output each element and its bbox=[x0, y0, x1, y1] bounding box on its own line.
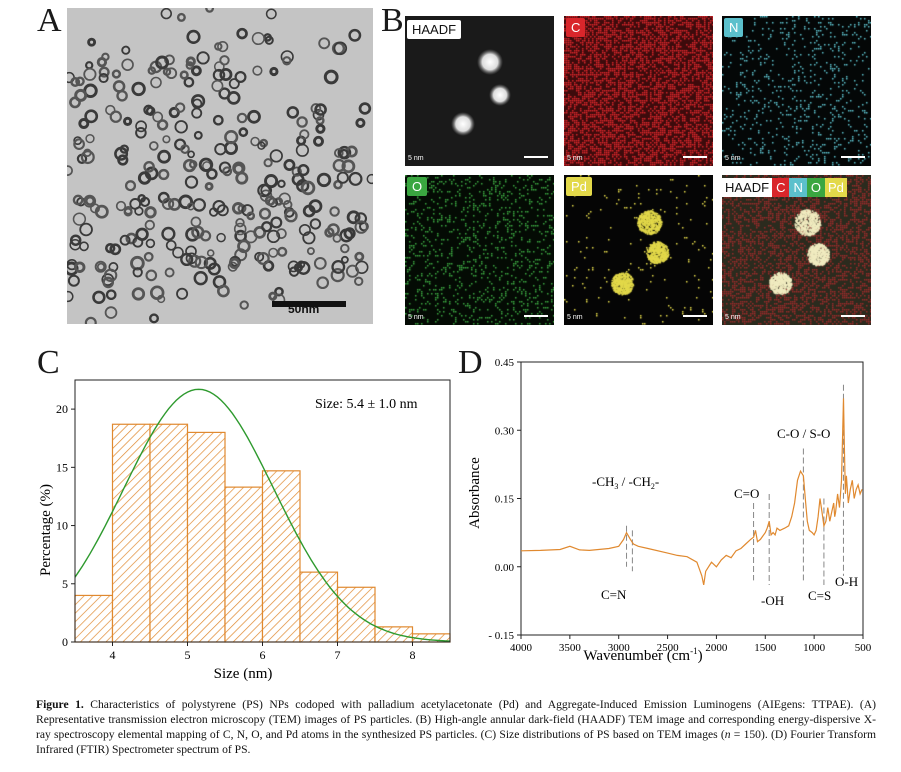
c-xtick-label: 4 bbox=[110, 648, 116, 662]
c-xtick-label: 5 bbox=[185, 648, 191, 662]
d-xtick-label: 500 bbox=[855, 642, 872, 654]
d-ytick-label: 0.30 bbox=[495, 425, 515, 437]
oxygen-label: O bbox=[407, 177, 428, 196]
carbon-map bbox=[564, 16, 713, 166]
histogram-bar bbox=[111, 423, 151, 643]
histogram-bar bbox=[74, 594, 114, 643]
scale-label: 5 nm bbox=[725, 155, 741, 162]
c-ytick-label: 5 bbox=[62, 577, 68, 591]
ftir-line bbox=[520, 398, 863, 586]
c-ytick-label: 20 bbox=[56, 402, 68, 416]
c-xtick-label: 8 bbox=[410, 648, 416, 662]
scale-bar bbox=[524, 315, 548, 317]
c-ytick-label: 15 bbox=[56, 460, 68, 474]
haadf-tile: HAADF 5 nm bbox=[405, 16, 554, 166]
c-xtick-label: 6 bbox=[260, 648, 266, 662]
tem-scale-bar bbox=[272, 301, 346, 307]
d-ylabel: Absorbance bbox=[467, 457, 483, 529]
c-ytick-label: 10 bbox=[56, 519, 68, 533]
tem-texture bbox=[67, 8, 373, 324]
caption-label: Figure 1. bbox=[36, 698, 84, 711]
histogram-bar bbox=[186, 431, 226, 643]
overlay-palladium-label: Pd bbox=[824, 178, 847, 197]
scale-bar bbox=[841, 315, 865, 317]
oxygen-map-tile: O 5 nm bbox=[405, 175, 554, 325]
oh-minus-annotation: -OH bbox=[761, 593, 784, 608]
d-xtick-label: 4000 bbox=[510, 642, 533, 654]
ch3-ch2-annotation: -CH3 / -CH2- bbox=[592, 474, 659, 491]
caption-text-end: = 150). (D) Fourier Transform Infrared (… bbox=[36, 728, 877, 756]
histogram-bar bbox=[299, 571, 339, 643]
tem-image: 50nm bbox=[67, 8, 373, 324]
caption-text: Characteristics of polystyrene (PS) NPs … bbox=[36, 698, 876, 741]
overlay-oxygen-label: O bbox=[806, 178, 825, 197]
c-xtick-label: 7 bbox=[335, 648, 341, 662]
scale-bar bbox=[683, 315, 707, 317]
size-histogram: 4 5 6 7 8 0 5 10 15 20 Size: 5.4 ± 1.0 nm Size (n… bbox=[38, 379, 451, 682]
o-h-annotation: O-H bbox=[835, 574, 858, 589]
panel-c-letter: C bbox=[37, 344, 60, 381]
scale-bar bbox=[841, 156, 865, 158]
overlay-map bbox=[722, 175, 871, 325]
palladium-map-tile: Pd 5 nm bbox=[564, 175, 713, 325]
d-ytick-label: - 0.15 bbox=[488, 630, 514, 642]
c-xlabel: Size (nm) bbox=[214, 666, 273, 682]
panel-a-letter: A bbox=[37, 2, 62, 39]
size-annotation: Size: 5.4 ± 1.0 nm bbox=[315, 397, 418, 412]
scale-label: 5 nm bbox=[567, 155, 583, 162]
palladium-map bbox=[564, 175, 713, 325]
d-xtick-label: 2000 bbox=[705, 642, 728, 654]
ftir-spectrum: 4000 3500 3000 2500 2000 1500 1000 500 - 0.15 0.0… bbox=[467, 357, 872, 664]
histogram-bar bbox=[149, 423, 189, 643]
oxygen-map bbox=[405, 175, 554, 325]
caption-n: n bbox=[724, 728, 731, 741]
nitrogen-map-tile: N 5 nm bbox=[722, 16, 871, 166]
overlay-map-tile: HAADF C N O Pd 5 nm bbox=[722, 175, 871, 325]
d-xtick-label: 1500 bbox=[754, 642, 777, 654]
figure-caption: Figure 1. Characteristics of polystyrene… bbox=[36, 697, 876, 757]
c-ylabel: Percentage (%) bbox=[38, 484, 54, 576]
panel-b-letter: B bbox=[381, 2, 404, 39]
tem-scale-label: 50nm bbox=[288, 302, 320, 316]
scale-bar bbox=[683, 156, 707, 158]
haadf-particles bbox=[405, 16, 554, 166]
histogram-bar bbox=[261, 470, 301, 643]
scale-label: 5 nm bbox=[725, 314, 741, 321]
haadf-label: HAADF bbox=[407, 20, 462, 39]
nitrogen-map bbox=[722, 16, 871, 166]
d-ytick-label: 0.45 bbox=[495, 357, 515, 369]
c-o-double-annotation: C=O bbox=[734, 486, 759, 501]
c-ytick-label: 0 bbox=[62, 635, 68, 649]
scale-label: 5 nm bbox=[408, 314, 424, 321]
c-s-annotation: C=S bbox=[808, 588, 831, 603]
histogram-bar bbox=[224, 486, 264, 643]
nitrogen-label: N bbox=[724, 18, 744, 37]
overlay-nitrogen-label: N bbox=[789, 178, 807, 197]
panel-d-letter: D bbox=[458, 344, 483, 381]
d-xtick-label: 2500 bbox=[657, 642, 680, 654]
palladium-label: Pd bbox=[566, 177, 592, 196]
c-n-annotation: C=N bbox=[601, 587, 627, 602]
overlay-carbon-label: C bbox=[772, 178, 790, 197]
carbon-map-tile: C 5 nm bbox=[564, 16, 713, 166]
overlay-haadf-label: HAADF bbox=[722, 178, 773, 197]
d-xtick-label: 3500 bbox=[559, 642, 582, 654]
d-xtick-label: 1000 bbox=[803, 642, 826, 654]
d-ytick-label: 0.15 bbox=[495, 494, 515, 506]
scale-label: 5 nm bbox=[408, 155, 424, 162]
gaussian-fit-curve bbox=[74, 388, 451, 642]
c-o-s-o-annotation: C-O / S-O bbox=[777, 426, 830, 441]
scale-bar bbox=[524, 156, 548, 158]
d-xlabel: Wavenumber (cm-1) bbox=[583, 646, 702, 664]
scale-label: 5 nm bbox=[567, 314, 583, 321]
overlay-label-strip: HAADF C N O Pd bbox=[722, 178, 847, 197]
d-ytick-label: 0.00 bbox=[495, 562, 515, 574]
carbon-label: C bbox=[566, 18, 586, 37]
d-xtick-label: 3000 bbox=[608, 642, 631, 654]
